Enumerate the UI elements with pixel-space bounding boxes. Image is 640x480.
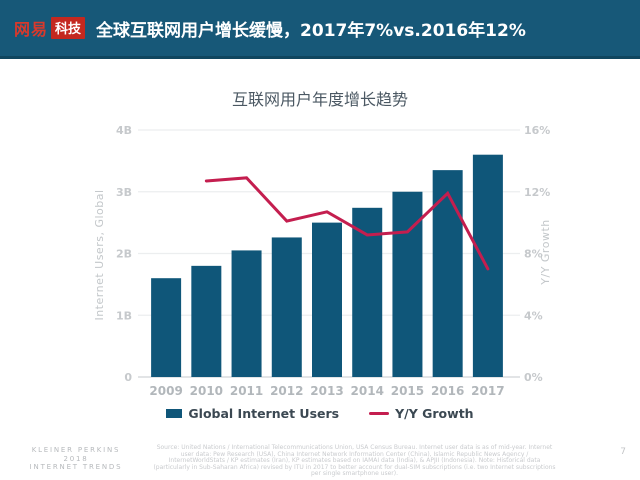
bar-2016 [432,170,463,377]
source-note: Source: United Nations / International T… [153,444,556,478]
kleiner-perkins-branding: KLEINER PERKINS 2018 INTERNET TRENDS [8,446,144,472]
left-axis-tick: 1B [116,309,132,322]
chart-title: 互联网用户年度增长趋势 [231,90,408,109]
x-axis-label: 2016 [431,384,464,398]
x-axis-label: 2012 [270,384,303,398]
header: 网易 科技 全球互联网用户增长缓慢，2017年7%vs.2016年12% [0,0,640,59]
bar-2015 [392,191,423,377]
x-axis-label: 2017 [471,384,504,398]
right-axis-tick: 12% [524,186,550,199]
right-axis-title: Y/Y Growth [539,219,552,285]
bar-series-swatch-icon [166,409,183,418]
bar-2011 [231,250,262,377]
tech-logo-badge: 科技 [51,17,86,39]
right-axis-tick: 4% [524,309,543,322]
left-axis-tick: 3B [116,186,132,199]
brand-line: INTERNET TRENDS [29,463,123,471]
brand-line: 2018 [63,454,89,463]
legend-item-global-internet-users: Global Internet Users [166,406,339,421]
legend-item-yy-growth: Y/Y Growth [369,406,474,421]
right-axis-tick: 0% [524,371,543,384]
x-axis-label: 2015 [391,384,424,398]
page-title: 全球互联网用户增长缓慢，2017年7%vs.2016年12% [96,20,526,41]
brand-line: KLEINER PERKINS [31,446,121,454]
chart-legend: Global Internet Users Y/Y Growth [0,406,640,421]
right-axis-tick: 8% [524,248,543,261]
left-axis-tick: 2B [116,248,132,261]
netease-logo-text: 网易 [14,20,49,39]
bar-2012 [271,237,302,377]
x-axis-label: 2011 [230,384,263,398]
left-axis-tick: 4B [116,124,132,137]
page-number: 7 [620,447,626,457]
x-axis-label: 2009 [149,384,182,398]
bar-2009 [151,278,182,377]
x-axis-label: 2014 [351,384,384,398]
bar-2010 [191,265,222,377]
legend-label: Global Internet Users [188,406,340,421]
left-axis-title: Internet Users, Global [93,189,106,320]
growth-line [204,176,490,271]
right-axis-tick: 16% [524,124,550,137]
bar-2013 [312,222,342,377]
netease-tech-logo: 网易 科技 [14,16,86,40]
growth-chart: 0 1B 2B 3B 4B 0% 4% 8% 12% 16% 2009 2010 2011 2012 201… [93,124,552,398]
line-series-swatch-icon [369,412,390,415]
x-axis-label: 2010 [190,384,223,398]
legend-label: Y/Y Growth [395,406,474,421]
left-axis-tick: 0 [124,371,132,384]
x-axis-label: 2013 [310,384,343,398]
